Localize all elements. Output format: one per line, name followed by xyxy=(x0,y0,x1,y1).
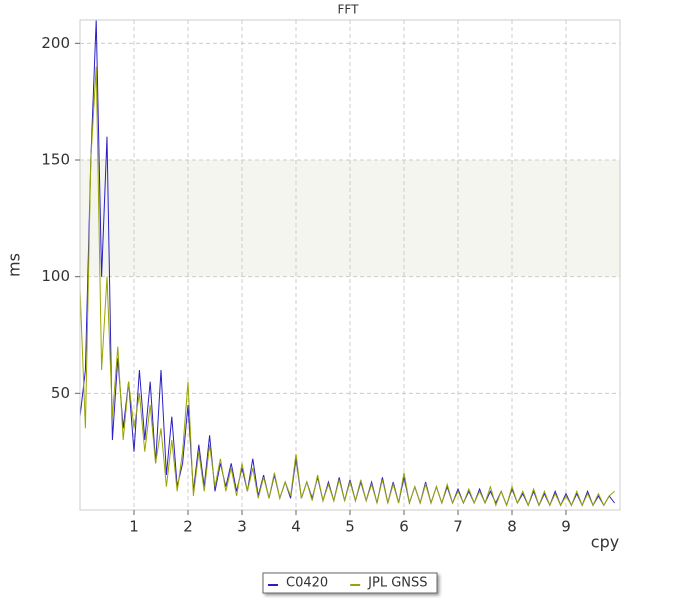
x-tick-label: 5 xyxy=(345,518,355,536)
y-tick-label: 100 xyxy=(41,267,70,285)
legend-box xyxy=(262,572,438,594)
series-line xyxy=(80,66,615,507)
legend: C0420 JPL GNSS xyxy=(262,572,438,594)
x-axis-label: cpy xyxy=(591,533,619,552)
y-tick-label: 150 xyxy=(41,151,70,169)
x-tick-label: 4 xyxy=(291,518,301,536)
legend-label: JPL GNSS xyxy=(367,576,427,591)
y-tick-label: 50 xyxy=(51,384,70,402)
x-tick-label: 2 xyxy=(183,518,193,536)
ticks: 50 100 150 200 1 2 3 4 5 6 7 8 9 xyxy=(41,34,570,536)
x-tick-label: 3 xyxy=(237,518,247,536)
x-tick-label: 8 xyxy=(507,518,517,536)
y-tick-label: 200 xyxy=(41,34,70,52)
x-tick-label: 9 xyxy=(561,518,571,536)
x-tick-label: 7 xyxy=(453,518,463,536)
x-tick-label: 6 xyxy=(399,518,409,536)
chart-title: FFT xyxy=(338,3,360,17)
x-tick-label: 1 xyxy=(129,518,139,536)
plot-lines xyxy=(80,20,615,507)
legend-label: C0420 xyxy=(286,576,328,591)
y-axis-label: ms xyxy=(5,253,24,277)
